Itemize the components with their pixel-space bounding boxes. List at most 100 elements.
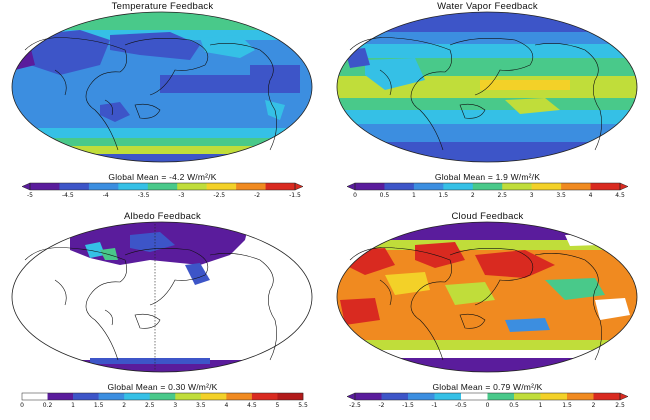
colorbar-segment [118, 183, 149, 190]
colorbar-segment [177, 183, 207, 190]
colorbar-tick-label: 1.5 [562, 402, 572, 409]
moist-region [480, 80, 570, 90]
colorbar-tick-label: 1.5 [94, 402, 104, 409]
panel-title: Albedo Feedback [124, 211, 201, 222]
colorbar-segment [590, 183, 621, 190]
colorbar-segment [124, 393, 151, 400]
pacific-band [160, 75, 300, 93]
colorbar-tick-label: -1.5 [289, 192, 301, 199]
temperature-feedback-panel: Temperature Feedback [0, 0, 325, 210]
colorbar-tick-label: -2.5 [213, 192, 225, 199]
colorbar-segment [413, 183, 444, 190]
coastlines [349, 247, 602, 361]
panel-title: Water Vapor Feedback [437, 1, 538, 12]
colorbar-segment [561, 183, 591, 190]
colorbar-tick-label: 2 [471, 192, 475, 199]
colorbar-tick-label: 4 [589, 192, 593, 199]
colorbar-segment [277, 393, 304, 400]
colorbar-segment [73, 393, 99, 400]
colorbar-tick-label: 0.5 [380, 192, 390, 199]
colorbar-tick-label: -5 [27, 192, 33, 199]
colorbar-high-arrow [619, 392, 629, 401]
colorbar-segment [567, 393, 594, 400]
colorbar-segment [381, 393, 409, 400]
panel-title: Cloud Feedback [451, 211, 524, 222]
coastlines [24, 37, 277, 151]
map-outline [11, 11, 313, 163]
colorbar-low-arrow [346, 182, 356, 191]
colorbar-segment [147, 183, 178, 190]
temperature-feedback-map [11, 11, 313, 163]
colorbar-segment [408, 393, 435, 400]
colorbar-segment [531, 183, 562, 190]
colorbar-segment [514, 393, 541, 400]
colorbar-tick-label: 2.5 [145, 402, 155, 409]
colorbar-tick-label: 3 [173, 402, 177, 409]
colorbar-segment [30, 183, 60, 190]
colorbar-segment [47, 393, 74, 400]
colorbar-segment [443, 183, 474, 190]
global-mean-label: Global Mean = 0.79 W/m²/K [432, 382, 543, 392]
albedo-feedback-panel: Albedo Feedback Global Mean = 0.30 W/m²/… [0, 210, 325, 420]
colorbar-tick-label: -0.5 [455, 402, 467, 409]
colorbar-segment [540, 393, 568, 400]
colorbar: -5 -4.5 -4 -3.5 -3 -2.5 -2 -1.5 [21, 182, 304, 199]
colorbar-segment [487, 393, 515, 400]
colorbar-frame [29, 182, 296, 191]
colorbar-tick-label: 4.5 [615, 192, 625, 199]
colorbar-high-arrow [294, 182, 304, 191]
colorbar-segment [88, 183, 119, 190]
colorbar-segment [355, 183, 385, 190]
colorbar-segment [593, 393, 621, 400]
colorbar-segment [502, 183, 532, 190]
colorbar-segment [384, 183, 415, 190]
colorbar-high-arrow [619, 182, 629, 191]
colorbar-segment [149, 393, 176, 400]
colorbar-segment [236, 183, 266, 190]
colorbar-segment [98, 393, 125, 400]
colorbar-tick-label: -3 [178, 192, 184, 199]
global-mean-label: Global Mean = 0.30 W/m²/K [107, 382, 218, 392]
colorbar: 0 0.5 1 1.5 2 2.5 3 3.5 4 4.5 [346, 182, 629, 199]
colorbar: -2.5 -2 -1.5 -1 -0.5 0 0.5 1 1.5 2 2.5 [346, 392, 629, 409]
colorbar-tick-label: 1 [412, 192, 416, 199]
colorbar-tick-label: 4 [224, 402, 228, 409]
colorbar-tick-label: -1 [432, 402, 438, 409]
water-vapor-feedback-map [336, 11, 638, 163]
colorbar-tick-label: 3.5 [556, 192, 566, 199]
colorbar-frame [21, 392, 304, 401]
colorbar: 0 0.2 1 1.5 2 2.5 3 3.5 4 4.5 5 5.5 [20, 392, 308, 409]
albedo-feedback-map [11, 221, 313, 373]
colorbar-tick-label: -4 [103, 192, 109, 199]
colorbar-tick-label: -1.5 [402, 402, 414, 409]
colorbar-tick-label: 5.5 [298, 402, 308, 409]
colorbar-segment [251, 393, 278, 400]
colorbar-tick-label: 5 [276, 402, 280, 409]
colorbar-tick-label: -4.5 [62, 192, 74, 199]
coastlines [349, 37, 602, 151]
colorbar-tick-label: 1.5 [439, 192, 449, 199]
colorbar-low-arrow [346, 392, 356, 401]
colorbar-segment [265, 183, 296, 190]
colorbar-segment [59, 183, 90, 190]
panel-title: Temperature Feedback [111, 1, 214, 12]
colorbar-segment [472, 183, 503, 190]
global-mean-label: Global Mean = 1.9 W/m²/K [434, 172, 541, 182]
colorbar-tick-label: 2.5 [615, 402, 625, 409]
cold-region [30, 30, 110, 75]
colorbar-tick-label: 1 [539, 402, 543, 409]
colorbar-frame [354, 182, 621, 191]
colorbar-segment [461, 393, 488, 400]
colorbar-segment [355, 393, 382, 400]
colorbar-tick-label: -2 [379, 402, 385, 409]
colorbar-tick-label: -2.5 [349, 402, 361, 409]
cloud-feedback-map [336, 221, 638, 373]
colorbar-tick-label: 3 [530, 192, 534, 199]
coastlines [24, 247, 277, 361]
colorbar-tick-label: 0 [353, 192, 357, 199]
colorbar-tick-label: 0 [486, 402, 490, 409]
neutral-band [337, 350, 637, 358]
colorbar-tick-label: 0.5 [509, 402, 519, 409]
colorbar-tick-label: -3.5 [138, 192, 150, 199]
water-vapor-feedback-panel: Water Vapor Feedback [325, 0, 650, 210]
